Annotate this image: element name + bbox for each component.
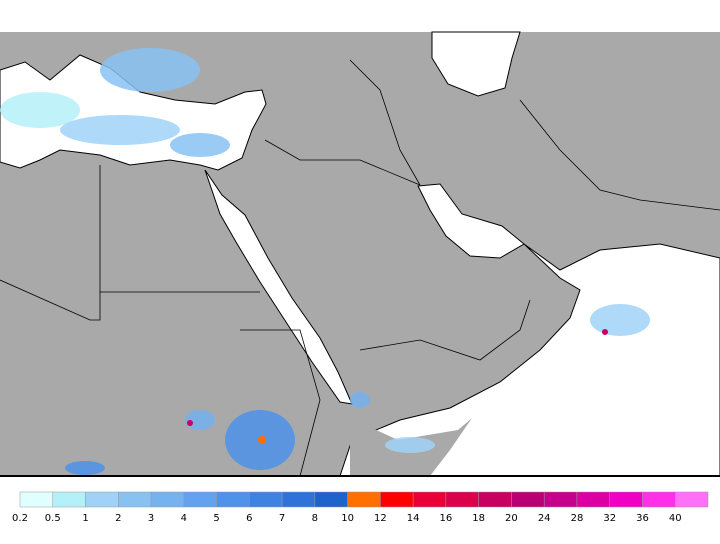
rain-area — [185, 410, 215, 430]
legend-swatch — [118, 491, 152, 508]
legend-swatch — [19, 491, 54, 508]
legend-swatch — [511, 491, 545, 508]
legend-tick-label: 4 — [181, 513, 187, 524]
legend-tick-label: 0.5 — [45, 513, 61, 524]
legend-swatch — [85, 491, 119, 508]
legend-tick-label: 0.2 — [12, 513, 28, 524]
legend-tick-label: 18 — [472, 513, 485, 524]
persian-gulf — [417, 183, 525, 259]
country-border — [264, 139, 421, 186]
legend-tick-label: 32 — [603, 513, 616, 524]
rain-area — [590, 304, 650, 336]
legend-tick-label: 20 — [505, 513, 518, 524]
legend-swatch — [576, 491, 610, 508]
legend-swatch — [150, 491, 185, 508]
legend-swatch — [543, 491, 578, 508]
legend-swatch — [249, 491, 283, 508]
country-border — [240, 329, 321, 477]
country-border — [0, 165, 101, 321]
legend-tick-label: 8 — [312, 513, 318, 524]
legend-tick-label: 5 — [213, 513, 219, 524]
caspian-sea — [431, 31, 521, 97]
legend-tick-label: 3 — [148, 513, 154, 524]
legend-tick-label: 36 — [636, 513, 649, 524]
legend-tick-label: 1 — [82, 513, 88, 524]
legend-tick-label: 40 — [669, 513, 682, 524]
legend-tick-label: 24 — [538, 513, 551, 524]
legend-tick-label: 16 — [440, 513, 453, 524]
legend-swatch — [380, 491, 414, 508]
legend-tick-label: 7 — [279, 513, 285, 524]
rain-area — [170, 133, 230, 157]
rain-peak — [258, 436, 266, 444]
country-border — [359, 299, 531, 361]
legend-swatch — [281, 491, 316, 508]
rain-area — [385, 437, 435, 453]
rain-area — [0, 92, 80, 128]
legend-swatch — [478, 491, 512, 508]
legend-tick-label: 2 — [115, 513, 121, 524]
legend-tick-label: 6 — [246, 513, 252, 524]
map — [0, 31, 720, 477]
rain-area — [100, 48, 200, 92]
legend-swatch — [412, 491, 447, 508]
legend-tick-label: 12 — [374, 513, 387, 524]
rain-area — [60, 115, 180, 145]
legend-tick-label: 28 — [571, 513, 584, 524]
rain-area — [350, 392, 370, 408]
legend-swatch — [52, 491, 86, 508]
legend-swatch — [347, 491, 381, 508]
legend-swatch — [609, 491, 643, 508]
country-border — [349, 59, 421, 186]
rain-area — [65, 461, 105, 475]
legend-tick-label: 14 — [407, 513, 420, 524]
precipitation — [0, 48, 650, 475]
legend-swatch — [445, 491, 479, 508]
legend-swatch — [674, 491, 709, 508]
country-border — [519, 99, 720, 211]
legend-swatch — [642, 491, 676, 508]
legend-tick-label: 10 — [341, 513, 354, 524]
legend-swatch — [314, 491, 348, 508]
rain-peak — [602, 329, 608, 335]
legend-swatch — [216, 491, 250, 508]
rain-peak — [187, 420, 193, 426]
color-legend: 0.2 0.5 1 2 3 4 5 6 7 8 10 12 14 16 18 20 24 28 32 36 40 — [12, 491, 709, 524]
legend-swatch — [183, 491, 217, 508]
